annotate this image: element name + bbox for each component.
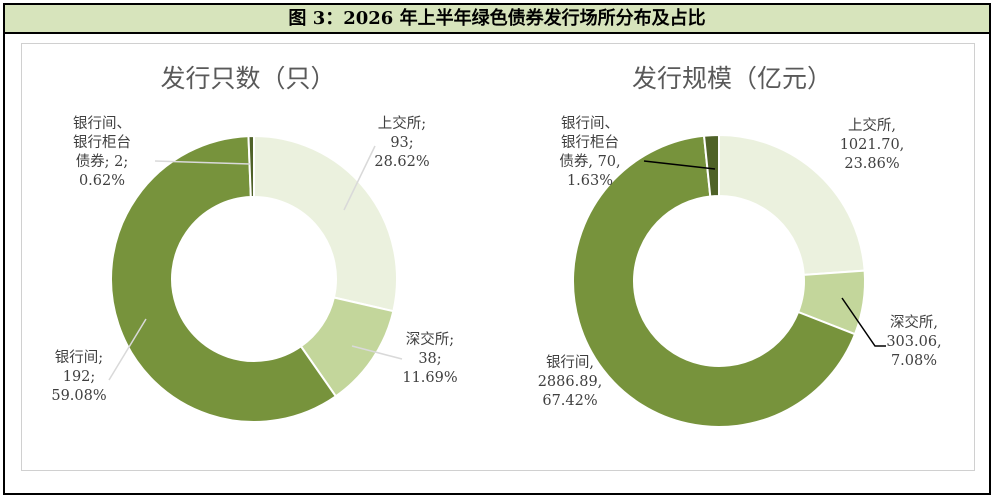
data-label: 银行间、银行柜台债券; 2; 0.62% [73,115,131,189]
leader-line [108,318,147,381]
donut-slice [253,134,398,313]
donut-slice [702,133,720,198]
leader-line [154,160,251,165]
data-label: 上交所, 1021.70, 23.86% [840,116,905,172]
leader-line [351,345,403,360]
leader-line [841,297,886,347]
data-label: 上交所; 93; 28.62% [374,114,429,170]
donut-slice [247,134,255,199]
donut-chart-2: 发行规模（亿元） 上交所, 1021.70, 23.86% 深交所, 303.06, 7.0… [538,64,942,428]
figure-caption: 图 3：2026 年上半年绿色债券发行场所分布及占比 [5,5,989,34]
data-label: 深交所, 303.06, 7.08% [886,313,941,369]
data-label: 银行间; 192; 59.08% [51,349,106,404]
donut-charts: 发行只数（只） 上交所; 93; 28.62% 深交所; 38; 11.69% 银行间; 192… [51,64,942,428]
donut-slice [718,133,866,276]
figure-frame: 图 3：2026 年上半年绿色债券发行场所分布及占比 发行只数（只） 上交所; 93… [3,3,991,495]
chart-title: 发行只数（只） [160,64,335,93]
chart-title: 发行规模（亿元） [632,64,832,93]
data-label: 深交所; 38; 11.69% [402,330,457,386]
chart-area: 发行只数（只） 上交所; 93; 28.62% 深交所; 38; 11.69% 银行间; 192… [21,43,975,471]
leader-line [643,160,716,170]
data-label: 银行间、银行柜台债券, 70, 1.63% [559,115,620,189]
donut-slice [110,135,338,423]
donut-slice [572,134,857,428]
leader-line [343,145,376,211]
data-label: 银行间, 2886.89, 67.42% [538,354,603,409]
donut-chart-1: 发行只数（只） 上交所; 93; 28.62% 深交所; 38; 11.69% 银行间; 192… [51,64,458,423]
